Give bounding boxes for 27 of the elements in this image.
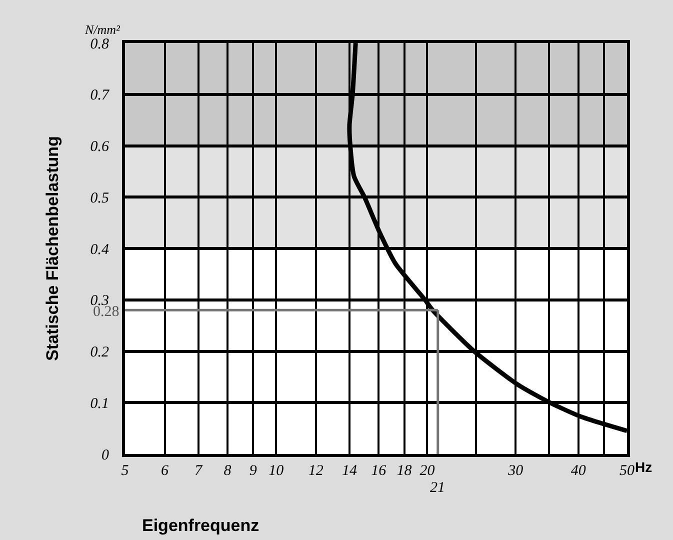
x-tick-label: 6 bbox=[161, 463, 169, 479]
y-axis-title: Statische Flächenbelastung bbox=[42, 136, 62, 361]
x-axis-title: Eigenfrequenz bbox=[142, 516, 260, 535]
x-tick-label: 12 bbox=[308, 463, 324, 479]
y-tick-label: 0.6 bbox=[90, 139, 110, 155]
x-tick-label: 18 bbox=[396, 463, 412, 479]
y-tick-label: 0.5 bbox=[90, 190, 110, 206]
x-tick-label: 16 bbox=[371, 463, 387, 479]
x-tick-label: 5 bbox=[121, 463, 130, 479]
y-tick-label: 0.4 bbox=[90, 242, 110, 258]
x-tick-label: 7 bbox=[194, 463, 204, 479]
x-tick-label: 14 bbox=[342, 463, 358, 479]
y-tick-label: 0.1 bbox=[90, 396, 109, 412]
ref-line-label: 21 bbox=[430, 480, 445, 496]
y-tick-label: 0.2 bbox=[90, 344, 110, 360]
text: Hz bbox=[635, 459, 652, 475]
y-tick-label: 0 bbox=[102, 447, 110, 464]
x-tick-label: 50 bbox=[620, 463, 635, 479]
x-tick-label: 9 bbox=[249, 463, 258, 479]
x-tick-label: 30 bbox=[507, 463, 524, 479]
x-tick-label: 40 bbox=[570, 463, 586, 479]
x-tick-label: 20 bbox=[420, 463, 436, 479]
text: N/mm² bbox=[84, 22, 122, 37]
x-tick-label: 10 bbox=[268, 463, 284, 479]
y-tick-label: 0.7 bbox=[90, 88, 110, 104]
y-tick-label: 0.8 bbox=[90, 36, 110, 52]
x-tick-label: 8 bbox=[224, 463, 232, 479]
